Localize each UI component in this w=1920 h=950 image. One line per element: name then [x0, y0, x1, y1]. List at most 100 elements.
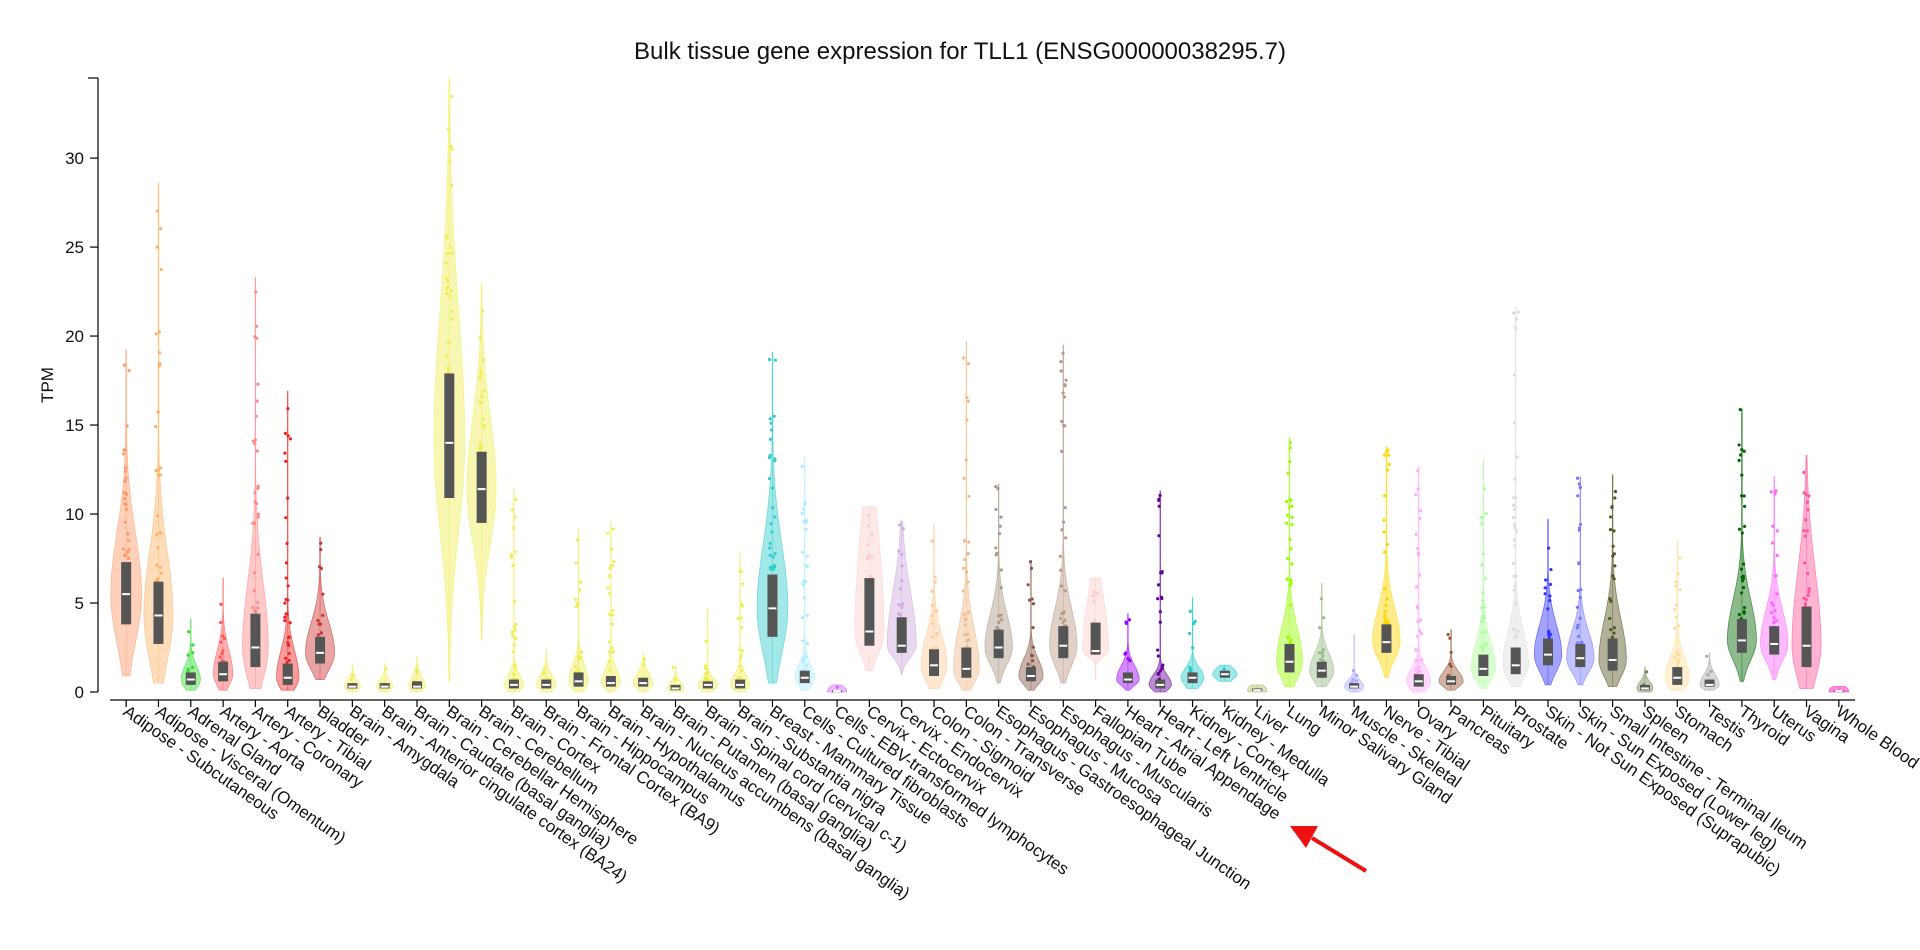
outlier-point: [1511, 561, 1516, 566]
outlier-point: [316, 619, 320, 623]
outlier-point: [608, 592, 612, 596]
outlier-point: [1386, 448, 1390, 452]
outlier-point: [801, 639, 805, 643]
outlier-point: [1028, 560, 1033, 564]
outlier-point: [1157, 498, 1161, 502]
outlier-point: [1289, 638, 1293, 642]
outlier-point: [1385, 542, 1389, 547]
outlier-point: [1610, 505, 1614, 510]
outlier-point: [1543, 586, 1547, 590]
outlier-point: [1580, 640, 1584, 644]
iqr-box: [929, 649, 940, 676]
outlier-point: [157, 329, 161, 334]
iqr-box: [444, 373, 455, 499]
outlier-point: [1030, 654, 1035, 658]
outlier-point: [123, 466, 128, 470]
outlier-point: [801, 583, 805, 587]
violin-adipose-visceral-omentum-: [143, 182, 174, 684]
outlier-point: [867, 553, 871, 558]
outlier-point: [1415, 606, 1420, 610]
outlier-point: [481, 417, 485, 421]
outlier-point: [285, 660, 289, 664]
violin-brain-substantia-nigra: [730, 552, 751, 693]
outlier-point: [414, 668, 418, 672]
outlier-point: [444, 286, 448, 291]
outlier-point: [1484, 630, 1488, 634]
outlier-point: [800, 511, 804, 515]
annotation-arrow-shaft: [1310, 836, 1368, 873]
y-tick-label: 20: [65, 327, 84, 346]
outlier-point: [933, 580, 937, 584]
outlier-point: [801, 507, 806, 511]
outlier-point: [963, 557, 967, 562]
outlier-point: [1511, 627, 1516, 632]
iqr-box: [1801, 606, 1812, 668]
outlier-point: [997, 620, 1001, 625]
outlier-point: [1741, 562, 1746, 566]
violin-prostate: [1502, 307, 1529, 688]
outlier-point: [481, 309, 485, 313]
outlier-point: [1418, 618, 1423, 622]
outlier-point: [1026, 583, 1030, 587]
outlier-point: [611, 650, 616, 654]
outlier-point: [1548, 594, 1552, 598]
outlier-point: [191, 643, 195, 647]
outlier-point: [1158, 493, 1162, 498]
outlier-point: [1742, 524, 1747, 528]
outlier-point: [1415, 546, 1420, 551]
outlier-point: [1387, 462, 1391, 466]
violin-cells-cultured-fibroblasts: [794, 456, 815, 691]
outlier-point: [769, 421, 773, 425]
iqr-box: [153, 581, 164, 644]
outlier-point: [767, 455, 772, 460]
iqr-box: [1058, 626, 1069, 659]
iqr-box: [1478, 654, 1489, 676]
outlier-point: [1608, 597, 1612, 601]
outlier-point: [127, 368, 131, 373]
outlier-point: [1709, 669, 1713, 673]
outlier-point: [804, 654, 808, 658]
outlier-point: [1739, 567, 1744, 571]
outlier-point: [865, 557, 870, 561]
outlier-point: [126, 539, 131, 543]
outlier-point: [770, 530, 774, 534]
outlier-point: [449, 94, 454, 98]
iqr-box: [476, 451, 487, 523]
outlier-point: [1059, 360, 1063, 364]
outlier-point: [1290, 522, 1294, 527]
outlier-point: [1480, 630, 1484, 634]
outlier-point: [768, 541, 772, 545]
outlier-point: [997, 614, 1001, 618]
outlier-point: [512, 599, 517, 604]
outlier-point: [1416, 666, 1421, 670]
outlier-point: [1516, 310, 1520, 314]
outlier-point: [1513, 477, 1517, 481]
outlier-point: [285, 541, 289, 546]
outlier-point: [1576, 641, 1580, 645]
outlier-point: [256, 552, 260, 557]
violin-lung: [1276, 437, 1303, 688]
outlier-point: [740, 668, 744, 672]
outlier-point: [608, 668, 612, 672]
y-tick-label: 25: [65, 238, 84, 257]
iqr-box: [1704, 679, 1715, 687]
outlier-point: [1187, 631, 1192, 636]
outlier-point: [446, 279, 450, 283]
outlier-point: [610, 547, 614, 551]
outlier-point: [219, 640, 223, 644]
outlier-point: [1418, 629, 1422, 633]
outlier-point: [1158, 610, 1162, 614]
outlier-point: [1773, 609, 1777, 613]
violin-brain-amygdala: [343, 663, 361, 693]
outlier-point: [1288, 583, 1292, 587]
outlier-point: [1803, 561, 1807, 565]
violin-brain-frontal-cortex-ba9-: [536, 648, 557, 693]
outlier-point: [1677, 653, 1681, 657]
outlier-point: [511, 634, 515, 638]
outlier-point: [802, 579, 806, 583]
outlier-point: [1515, 455, 1519, 459]
iqr-box: [1672, 667, 1683, 685]
y-tick-label: 5: [75, 594, 84, 613]
outlier-point: [1774, 489, 1778, 493]
outlier-point: [1382, 614, 1387, 618]
